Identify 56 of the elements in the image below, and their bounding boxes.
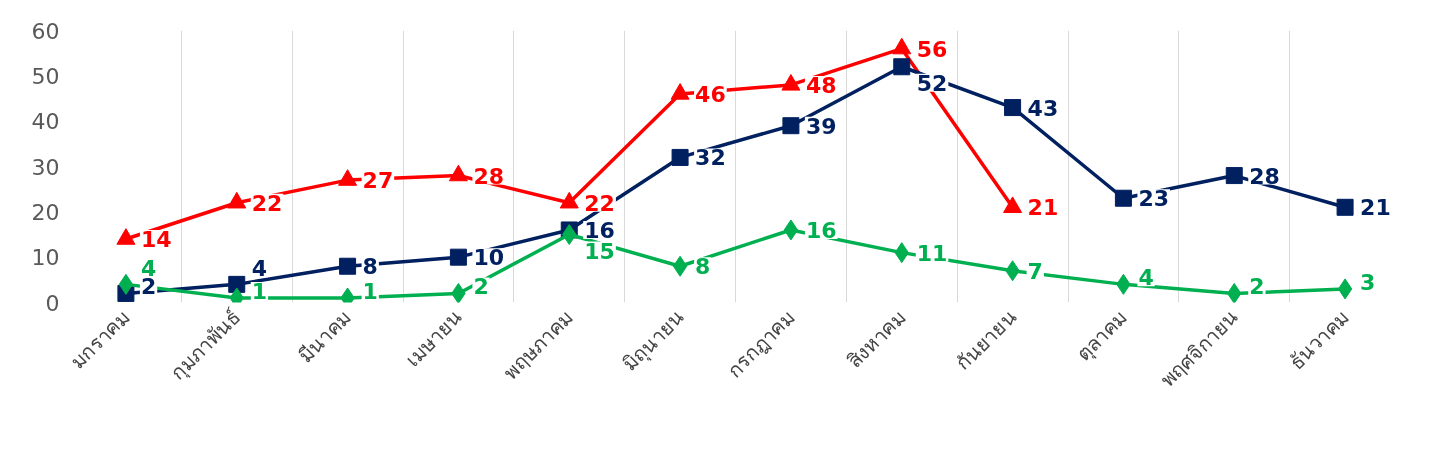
data-label: 8 (695, 254, 711, 280)
point (1004, 99, 1022, 117)
data-label: 46 (695, 81, 726, 107)
y-tick-label: 30 (31, 154, 60, 180)
data-label: 11 (916, 240, 948, 266)
point (671, 148, 689, 166)
data-label: 3 (1360, 269, 1376, 295)
data-label: 56 (916, 36, 948, 62)
data-label: 22 (251, 190, 283, 216)
point (892, 37, 912, 55)
data-label: 28 (1249, 163, 1280, 189)
point (1114, 189, 1132, 207)
data-label: 48 (805, 72, 837, 98)
point (893, 58, 911, 76)
data-label: 7 (1027, 258, 1043, 284)
y-tick-label: 40 (31, 109, 60, 135)
y-tick-label: 0 (45, 290, 60, 316)
data-label: 14 (140, 227, 172, 253)
y-tick-label: 20 (31, 199, 60, 225)
point (228, 275, 246, 293)
point (782, 117, 800, 135)
point (783, 219, 799, 241)
point (1225, 167, 1243, 185)
y-tick-label: 10 (31, 245, 60, 271)
point (338, 169, 358, 186)
point (562, 224, 577, 245)
point (1227, 282, 1242, 303)
data-label: 21 (1027, 195, 1059, 221)
point (118, 273, 134, 295)
data-label: 32 (695, 145, 726, 171)
point (781, 74, 801, 91)
data-label: 4 (1138, 265, 1154, 291)
data-label: 1 (362, 278, 378, 304)
data-label: 28 (473, 163, 505, 189)
data-label: 43 (1027, 95, 1059, 121)
data-label: 21 (1360, 195, 1391, 221)
data-label: 22 (584, 190, 615, 216)
point (1337, 278, 1353, 300)
data-label: 2 (1249, 274, 1265, 300)
point (672, 255, 688, 277)
data-label: 2 (473, 274, 489, 300)
data-label: 39 (805, 113, 837, 139)
point (1336, 198, 1354, 216)
data-label: 23 (1138, 186, 1170, 212)
data-label: 52 (916, 70, 948, 96)
y-tick-label: 60 (31, 18, 60, 44)
data-label: 8 (362, 254, 378, 280)
point (448, 164, 468, 182)
point (449, 248, 467, 266)
data-label: 27 (362, 168, 394, 194)
data-label: 10 (473, 245, 505, 271)
y-tick-label: 50 (31, 63, 60, 89)
point (339, 257, 357, 275)
point (451, 282, 466, 303)
data-label: 16 (805, 217, 837, 243)
point (670, 83, 690, 100)
